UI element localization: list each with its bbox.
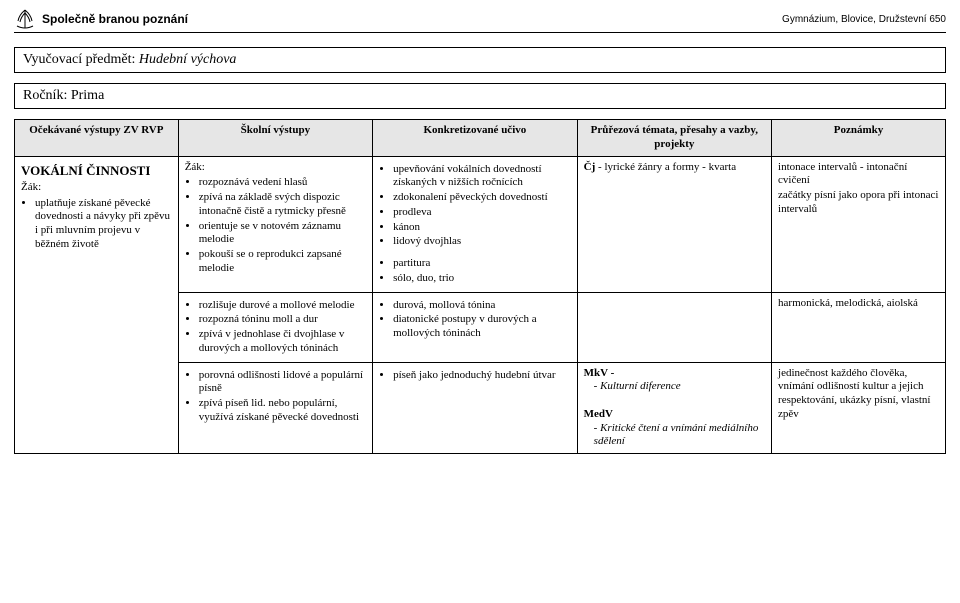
cross-topic-line: - Kritické čtení a vnímání mediálního sd… [584, 422, 765, 450]
cell-cross-topics [577, 292, 771, 362]
cell-notes: harmonická, melodická, aiolská [772, 292, 946, 362]
notes-line: začátky písní jako opora při intonaci in… [778, 189, 939, 217]
school-outputs-list: porovná odlišnosti lidové a populární pí… [185, 369, 366, 425]
cell-notes: intonace intervalů - intonační cvičeníza… [772, 156, 946, 292]
subject-value: Hudební výchova [139, 52, 237, 67]
cross-topic-line [584, 394, 765, 408]
table-header-row: Očekávané výstupy ZV RVP Školní výstupy … [15, 120, 946, 157]
student-lead: Žák: [21, 181, 172, 195]
list-item: upevňování vokálních dovedností získanýc… [393, 163, 571, 191]
school-outputs-list: rozpoznává vedení hlasůzpívá na základě … [185, 176, 366, 275]
list-item: orientuje se v notovém záznamu melodie [199, 220, 366, 248]
section-title: VOKÁLNÍ ČINNOSTI [21, 163, 172, 179]
list-item: kánon [393, 221, 571, 235]
table-row: VOKÁLNÍ ČINNOSTI Žák: uplatňuje získané … [15, 156, 946, 292]
cell-school-outputs: Žák: rozpoznává vedení hlasůzpívá na zák… [178, 156, 372, 292]
cell-school-outputs: porovná odlišnosti lidové a populární pí… [178, 362, 372, 454]
list-item: rozpozná tóninu moll a dur [199, 313, 366, 327]
subject-box: Vyučovací předmět: Hudební výchova [14, 47, 946, 73]
cell-rvp: VOKÁLNÍ ČINNOSTI Žák: uplatňuje získané … [15, 156, 179, 454]
content-list: píseň jako jednoduchý hudební útvar [379, 369, 571, 383]
list-item: zpívá v jednohlase či dvojhlase v durový… [199, 328, 366, 356]
cell-content: upevňování vokálních dovedností získanýc… [373, 156, 578, 292]
list-item: zpívá na základě svých dispozic intonačn… [199, 191, 366, 219]
list-item: uplatňuje získané pěvecké dovednosti a n… [35, 197, 172, 252]
list-item: prodleva [393, 206, 571, 220]
cross-topic-line: MedV [584, 408, 765, 422]
subject-label: Vyučovací předmět: [23, 52, 135, 67]
list-item: pokouší se o reprodukci zapsané melodie [199, 248, 366, 276]
content-list: upevňování vokálních dovedností získanýc… [379, 163, 571, 250]
cell-content: píseň jako jednoduchý hudební útvar [373, 362, 578, 454]
notes-text: jedinečnost každého člověka, vnímání odl… [778, 367, 930, 420]
cell-notes: jedinečnost každého člověka, vnímání odl… [772, 362, 946, 454]
cell-school-outputs: rozlišuje durové a mollové melodierozpoz… [178, 292, 372, 362]
list-item: zpívá píseň lid. nebo populární, využívá… [199, 397, 366, 425]
notes-text: harmonická, melodická, aiolská [778, 297, 918, 309]
grade-box: Ročník: Prima [14, 83, 946, 109]
col-header-content: Konkretizované učivo [373, 120, 578, 157]
cell-content: durová, mollová tóninadiatonické postupy… [373, 292, 578, 362]
brand-logo-icon [14, 8, 36, 30]
school-outputs-list: rozlišuje durové a mollové melodierozpoz… [185, 299, 366, 356]
cross-topic-lines: MkV -- Kulturní diference MedV- Kritické… [584, 367, 765, 450]
cross-topic-text: - lyrické žánry a formy - kvarta [598, 161, 736, 173]
cross-topic-cj: Čj [584, 161, 596, 173]
list-item: sólo, duo, trio [393, 272, 571, 286]
col-header-school-outputs: Školní výstupy [178, 120, 372, 157]
cross-topic-line: - Kulturní diference [584, 380, 765, 394]
grade-value: Prima [71, 88, 104, 103]
rvp-list: uplatňuje získané pěvecké dovednosti a n… [21, 197, 172, 252]
col-header-outputs-rvp: Očekávané výstupy ZV RVP [15, 120, 179, 157]
list-item: durová, mollová tónina [393, 299, 571, 313]
school-name: Gymnázium, Blovice, Družstevní 650 [782, 14, 946, 25]
cross-topic-line: MkV - [584, 367, 765, 381]
content-list-b: partiturasólo, duo, trio [379, 257, 571, 286]
col-header-notes: Poznámky [772, 120, 946, 157]
list-item: diatonické postupy v durových a mollovýc… [393, 313, 571, 341]
brand-text: Společně branou poznání [42, 12, 188, 26]
list-item: partitura [393, 257, 571, 271]
grade-label: Ročník: [23, 88, 67, 103]
list-item: porovná odlišnosti lidové a populární pí… [199, 369, 366, 397]
list-item: lidový dvojhlas [393, 235, 571, 249]
list-item: rozlišuje durové a mollové melodie [199, 299, 366, 313]
list-item: rozpoznává vedení hlasů [199, 176, 366, 190]
page-header: Společně branou poznání Gymnázium, Blovi… [14, 8, 946, 33]
header-left: Společně branou poznání [14, 8, 188, 30]
col-header-cross-topics: Průřezová témata, přesahy a vazby, proje… [577, 120, 771, 157]
notes-line: intonace intervalů - intonační cvičení [778, 161, 939, 189]
student-lead: Žák: [185, 161, 366, 175]
list-item: píseň jako jednoduchý hudební útvar [393, 369, 571, 383]
cell-cross-topics: MkV -- Kulturní diference MedV- Kritické… [577, 362, 771, 454]
list-item: zdokonalení pěveckých dovedností [393, 191, 571, 205]
curriculum-table: Očekávané výstupy ZV RVP Školní výstupy … [14, 119, 946, 454]
cell-cross-topics: Čj - lyrické žánry a formy - kvarta [577, 156, 771, 292]
content-list: durová, mollová tóninadiatonické postupy… [379, 299, 571, 341]
notes-lines: intonace intervalů - intonační cvičeníza… [778, 161, 939, 217]
